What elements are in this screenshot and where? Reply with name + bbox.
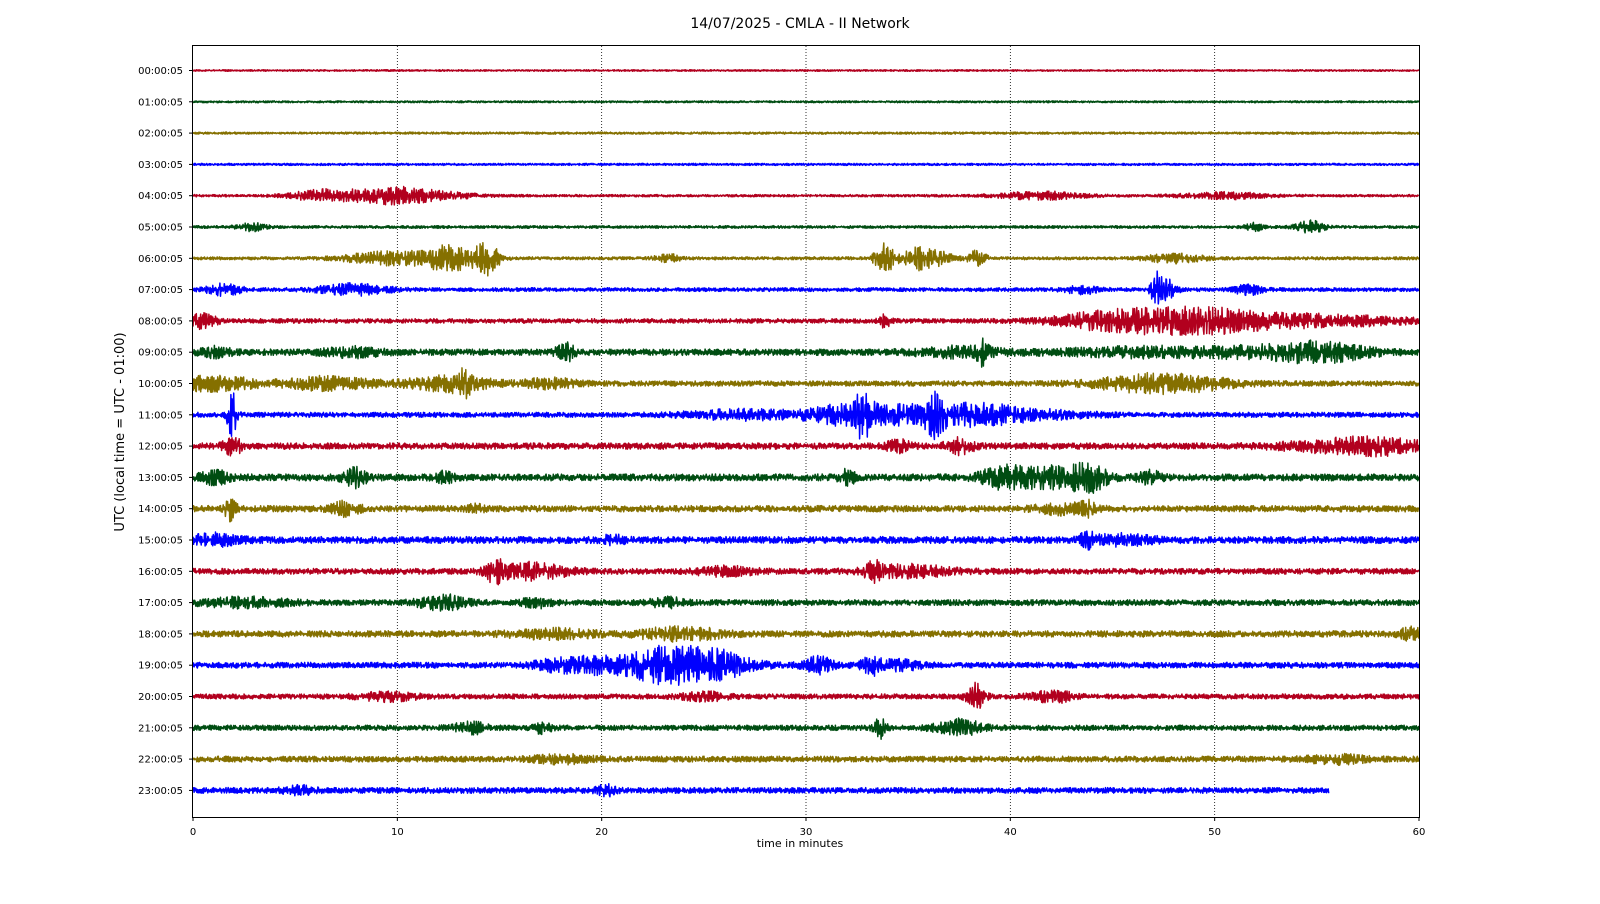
trace-19-00-05 <box>192 644 1420 686</box>
trace-15-00-05 <box>192 530 1420 551</box>
y-tick-label: 04:00:05 <box>138 191 183 202</box>
trace-07-00-05 <box>192 270 1420 305</box>
trace-21-00-05 <box>192 717 1420 740</box>
trace-03-00-05 <box>192 162 1420 167</box>
trace-01-00-05 <box>192 100 1420 104</box>
y-axis-label: UTC (local time = UTC - 01:00) <box>113 332 128 531</box>
trace-16-00-05 <box>192 558 1420 586</box>
x-tick-label: 40 <box>1004 827 1017 838</box>
x-tick-label: 60 <box>1413 827 1426 838</box>
trace-02-00-05 <box>192 131 1420 135</box>
x-axis-label: time in minutes <box>757 837 844 850</box>
trace-05-00-05 <box>192 219 1420 234</box>
x-tick-label: 30 <box>800 827 813 838</box>
trace-10-00-05 <box>192 367 1420 400</box>
x-tick-label: 50 <box>1208 827 1221 838</box>
y-tick-label: 13:00:05 <box>138 473 183 484</box>
grid-lines <box>396 46 1216 817</box>
trace-08-00-05 <box>192 305 1420 337</box>
trace-09-00-05 <box>192 337 1420 368</box>
trace-13-00-05 <box>192 461 1420 494</box>
y-tick-label: 14:00:05 <box>138 504 183 515</box>
y-tick-label: 05:00:05 <box>138 223 183 234</box>
y-tick-label: 12:00:05 <box>138 442 183 453</box>
x-tick-label: 10 <box>391 827 404 838</box>
y-tick-label: 10:00:05 <box>138 379 183 390</box>
trace-22-00-05 <box>192 752 1420 767</box>
x-axis-ticks: 0 10 20 30 40 50 60 <box>190 817 1426 838</box>
y-tick-label: 08:00:05 <box>138 316 183 327</box>
y-tick-label: 17:00:05 <box>138 598 183 609</box>
y-tick-label: 03:00:05 <box>138 160 183 171</box>
y-axis-ticks: 00:00:05 01:00:05 02:00:05 03:00:05 04:00:05… <box>138 66 193 797</box>
chart-title: 14/07/2025 - CMLA - II Network <box>690 16 910 32</box>
trace-00-00-05 <box>192 68 1420 73</box>
y-tick-label: 06:00:05 <box>138 254 183 265</box>
trace-23-00-05 <box>192 783 1330 798</box>
trace-06-00-05 <box>192 241 1420 277</box>
trace-18-00-05 <box>192 625 1420 643</box>
trace-17-00-05 <box>192 593 1420 612</box>
y-tick-label: 16:00:05 <box>138 567 183 578</box>
y-tick-label: 07:00:05 <box>138 285 183 296</box>
y-tick-label: 20:00:05 <box>138 692 183 703</box>
x-tick-label: 20 <box>595 827 608 838</box>
y-tick-label: 11:00:05 <box>138 410 183 421</box>
y-tick-label: 18:00:05 <box>138 629 183 640</box>
y-tick-label: 15:00:05 <box>138 536 183 547</box>
x-tick-label: 0 <box>190 827 196 838</box>
y-tick-label: 19:00:05 <box>138 661 183 672</box>
y-tick-label: 22:00:05 <box>138 755 183 766</box>
trace-20-00-05 <box>192 681 1420 709</box>
y-tick-label: 09:00:05 <box>138 348 183 359</box>
trace-11-00-05 <box>192 390 1420 441</box>
seismic-traces <box>192 68 1420 798</box>
trace-12-00-05 <box>192 435 1420 458</box>
y-tick-label: 00:00:05 <box>138 66 183 77</box>
y-tick-label: 21:00:05 <box>138 723 183 734</box>
y-tick-label: 02:00:05 <box>138 129 183 140</box>
trace-04-00-05 <box>192 185 1420 206</box>
y-tick-label: 23:00:05 <box>138 786 183 797</box>
y-tick-label: 01:00:05 <box>138 97 183 108</box>
trace-14-00-05 <box>192 498 1420 523</box>
